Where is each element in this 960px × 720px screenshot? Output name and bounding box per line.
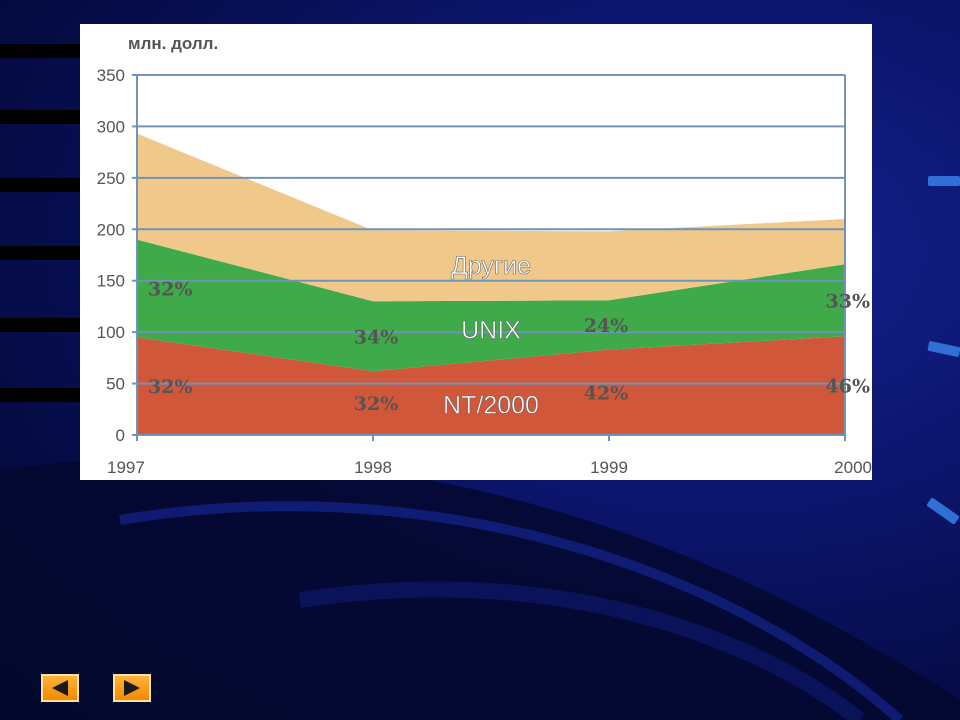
x-tick-label: 2000: [834, 458, 872, 477]
y-tick-label: 250: [97, 169, 125, 188]
series-area: [137, 336, 845, 435]
series-area: [137, 239, 845, 372]
percent-data-label: 32%: [148, 278, 193, 300]
y-tick-label: 300: [97, 117, 125, 136]
percent-data-label: 33%: [826, 290, 871, 312]
background-stripe: [0, 388, 90, 402]
previous-slide-button[interactable]: [41, 674, 79, 702]
x-tick-label: 1998: [354, 458, 392, 477]
percent-data-label: 32%: [148, 376, 193, 398]
series-name-label: UNIX: [461, 317, 521, 345]
background-stripe: [0, 318, 90, 332]
y-tick-label: 100: [97, 323, 125, 342]
chart-panel: 0 50 100 150 200 250 300 350 1997 1998 1999 2000 мл…: [80, 24, 872, 480]
y-tick-label: 0: [116, 426, 125, 445]
decorative-side-mark: [928, 176, 960, 186]
stacked-area-chart: 0 50 100 150 200 250 300 350 1997 1998 1999 2000 мл…: [97, 34, 872, 477]
y-axis-label: млн. долл.: [128, 34, 218, 53]
series-area: [137, 133, 845, 302]
y-tick-label: 50: [106, 375, 125, 394]
triangle-left-icon: [52, 680, 68, 696]
background-stripe: [0, 110, 90, 124]
next-slide-button[interactable]: [113, 674, 151, 702]
background-stripe: [0, 246, 90, 260]
series-name-label: NT/2000: [443, 392, 539, 420]
background-stripe: [0, 178, 90, 192]
y-tick-label: 150: [97, 272, 125, 291]
percent-data-label: 42%: [584, 382, 629, 404]
y-tick-label: 200: [97, 220, 125, 239]
background-stripe: [0, 44, 90, 58]
percent-data-label: 24%: [584, 315, 629, 337]
triangle-right-icon: [124, 680, 140, 696]
series-name-label: Другие: [451, 252, 531, 280]
x-tick-label: 1999: [590, 458, 628, 477]
percent-data-label: 46%: [826, 376, 871, 398]
y-tick-label: 350: [97, 66, 125, 85]
percent-data-label: 34%: [354, 326, 399, 348]
decorative-side-mark: [926, 497, 960, 525]
decorative-side-mark: [927, 340, 960, 358]
x-tick-label: 1997: [107, 458, 145, 477]
percent-data-label: 32%: [354, 393, 399, 415]
